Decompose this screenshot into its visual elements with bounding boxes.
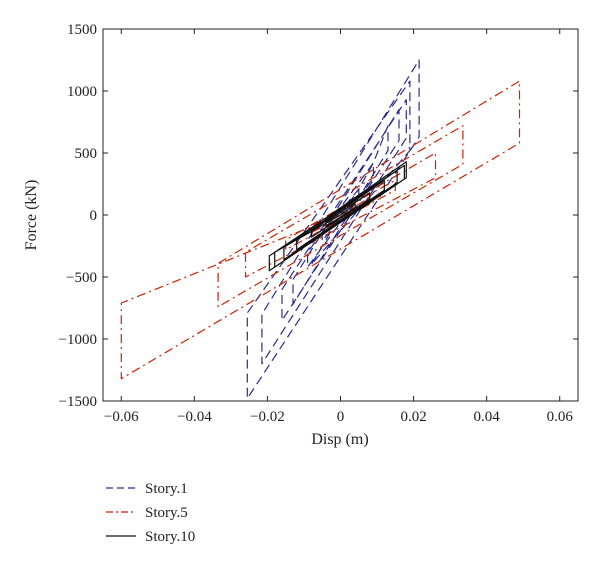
y-tick-label: −500: [66, 270, 97, 286]
y-tick-label: 1000: [67, 84, 97, 100]
x-tick-label: −0.02: [250, 409, 285, 425]
legend-label: Story.5: [145, 505, 188, 521]
y-axis-label: Force (kN): [23, 180, 40, 251]
x-tick-label: 0.06: [547, 409, 574, 425]
y-tick-label: 0: [90, 208, 98, 224]
y-tick-label: 500: [75, 146, 98, 162]
legend-label: Story.10: [145, 529, 195, 545]
x-tick-label: −0.04: [177, 409, 212, 425]
y-tick-label: −1500: [59, 394, 97, 410]
legend-label: Story.1: [145, 481, 188, 497]
x-axis-ticks: −0.06 −0.04 −0.02 0 0.02 0.04 0.06: [104, 29, 573, 425]
y-axis-ticks: −1500 −1000 −500 0 500 1000 1500: [59, 22, 578, 410]
x-tick-label: 0: [337, 409, 345, 425]
series-layer: [120, 59, 521, 400]
series-story-1-line: [246, 59, 420, 400]
x-tick-label: 0.04: [474, 409, 501, 425]
series-story-10-line: [268, 161, 407, 272]
y-tick-label: 1500: [67, 22, 97, 38]
x-tick-label: 0.02: [400, 409, 426, 425]
y-tick-label: −1000: [59, 332, 97, 348]
x-axis-label: Disp (m): [311, 431, 368, 448]
x-tick-label: −0.06: [104, 409, 139, 425]
legend: Story.1 Story.5 Story.10: [106, 481, 195, 545]
